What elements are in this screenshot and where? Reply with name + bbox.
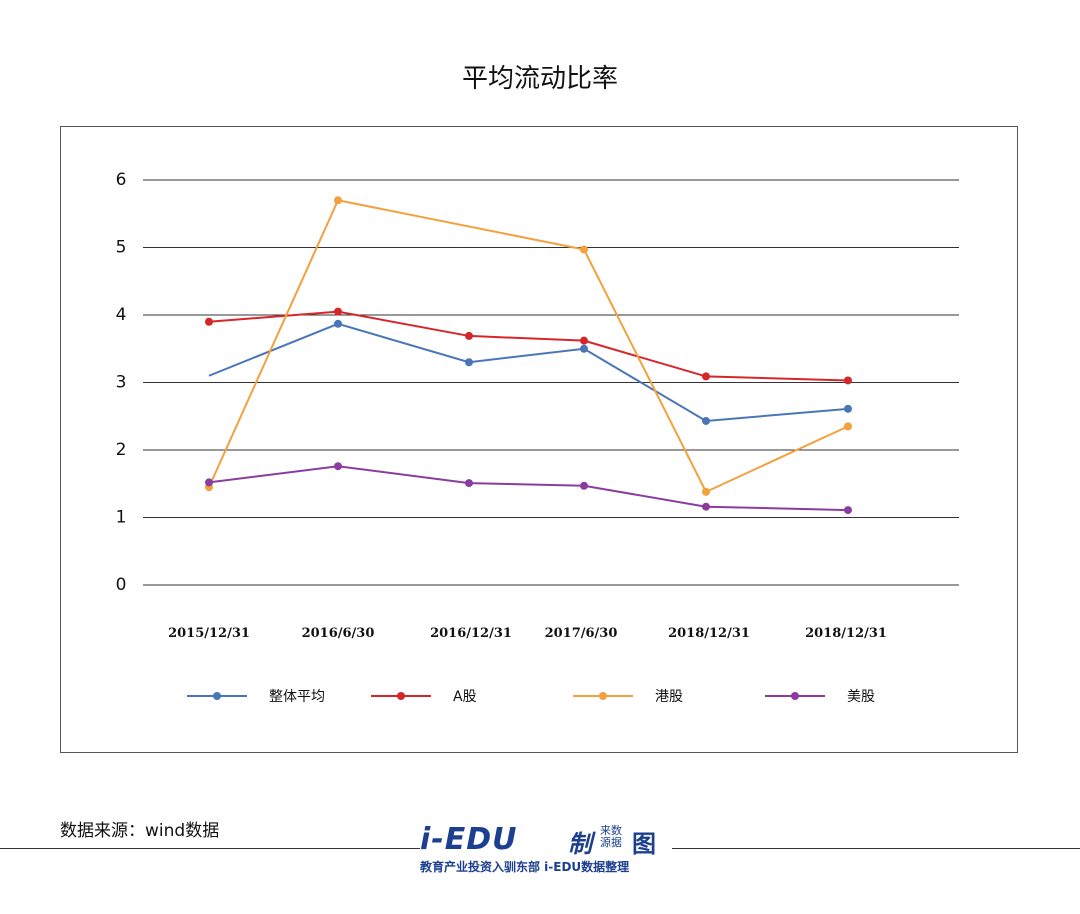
- legend-item: 整体平均: [187, 686, 325, 706]
- legend-label: 美股: [847, 689, 875, 705]
- legend-item: A股: [371, 686, 477, 706]
- legend-item: 美股: [765, 686, 875, 706]
- y-tick-label: 6: [116, 170, 127, 190]
- data-point: [580, 344, 588, 353]
- y-tick-label: 4: [116, 305, 127, 325]
- legend-item: 港股: [573, 686, 683, 706]
- x-tick-label: 2018/12/31: [805, 626, 887, 641]
- data-point: [702, 416, 710, 425]
- footer-rule-right: [672, 848, 1080, 849]
- logo-subtitle-text: 教育产业投资入驯东部 i-EDU数据整理: [420, 860, 630, 874]
- data-point: [465, 358, 473, 367]
- chart-title: 平均流动比率: [461, 64, 618, 94]
- y-tick-label: 0: [116, 575, 127, 595]
- y-tick-label: 1: [116, 508, 127, 528]
- logo-zhi-text: 制: [568, 830, 592, 858]
- chart-frame: 0 1 2 3 4 5 6 2015/12/31 2016/6/30 2016/12/31 2017…: [60, 126, 1018, 753]
- data-point: [205, 478, 213, 487]
- data-point: [334, 462, 342, 471]
- data-point: [580, 336, 588, 345]
- legend-swatch: [765, 686, 825, 706]
- logo-main-text: i-EDU: [420, 822, 518, 857]
- data-point: [844, 422, 852, 431]
- y-tick-label: 3: [116, 373, 127, 393]
- legend-label: 整体平均: [269, 689, 325, 705]
- data-point: [702, 372, 710, 381]
- x-tick-label: 2016/6/30: [302, 626, 375, 641]
- data-point: [844, 376, 852, 385]
- series-line: [208, 199, 849, 494]
- iedu-logo: i-EDU 制 来数源据 图 教育产业投资入驯东部 i-EDU数据整理: [418, 822, 670, 874]
- footer-rule-left: [0, 848, 420, 849]
- data-point: [205, 317, 213, 326]
- x-tick-label: 2016/12/31: [430, 626, 512, 641]
- x-tick-label: 2018/12/31: [668, 626, 750, 641]
- data-point: [844, 404, 852, 413]
- y-tick-label: 2: [116, 440, 127, 460]
- data-point: [844, 506, 852, 515]
- legend-label: 港股: [655, 689, 683, 705]
- series-line: [208, 322, 849, 422]
- data-point: [702, 487, 710, 496]
- legend-swatch: [573, 686, 633, 706]
- y-tick-label: 5: [116, 238, 127, 258]
- x-tick-label: 2015/12/31: [168, 626, 250, 641]
- x-tick-label: 2017/6/30: [545, 626, 618, 641]
- data-point: [465, 331, 473, 340]
- data-point: [465, 479, 473, 488]
- series-line: [208, 310, 849, 382]
- legend-label: A股: [453, 689, 477, 705]
- data-point: [334, 196, 342, 205]
- data-point: [580, 481, 588, 490]
- data-point: [334, 307, 342, 316]
- data-source-note: 数据来源：wind数据: [60, 821, 220, 841]
- chart-legend: 整体平均 A股 港股 美股: [0, 686, 1080, 706]
- data-point: [702, 502, 710, 511]
- series-line: [208, 465, 849, 512]
- chart-plot: 0 1 2 3 4 5 6 2015/12/31 2016/6/30 2016/12/31 2017…: [116, 170, 959, 641]
- data-point: [334, 319, 342, 328]
- logo-tu-text: 图: [632, 830, 656, 858]
- legend-swatch: [187, 686, 247, 706]
- legend-swatch: [371, 686, 431, 706]
- data-point: [580, 245, 588, 254]
- logo-laiyuan-text: 来数源据: [600, 824, 622, 849]
